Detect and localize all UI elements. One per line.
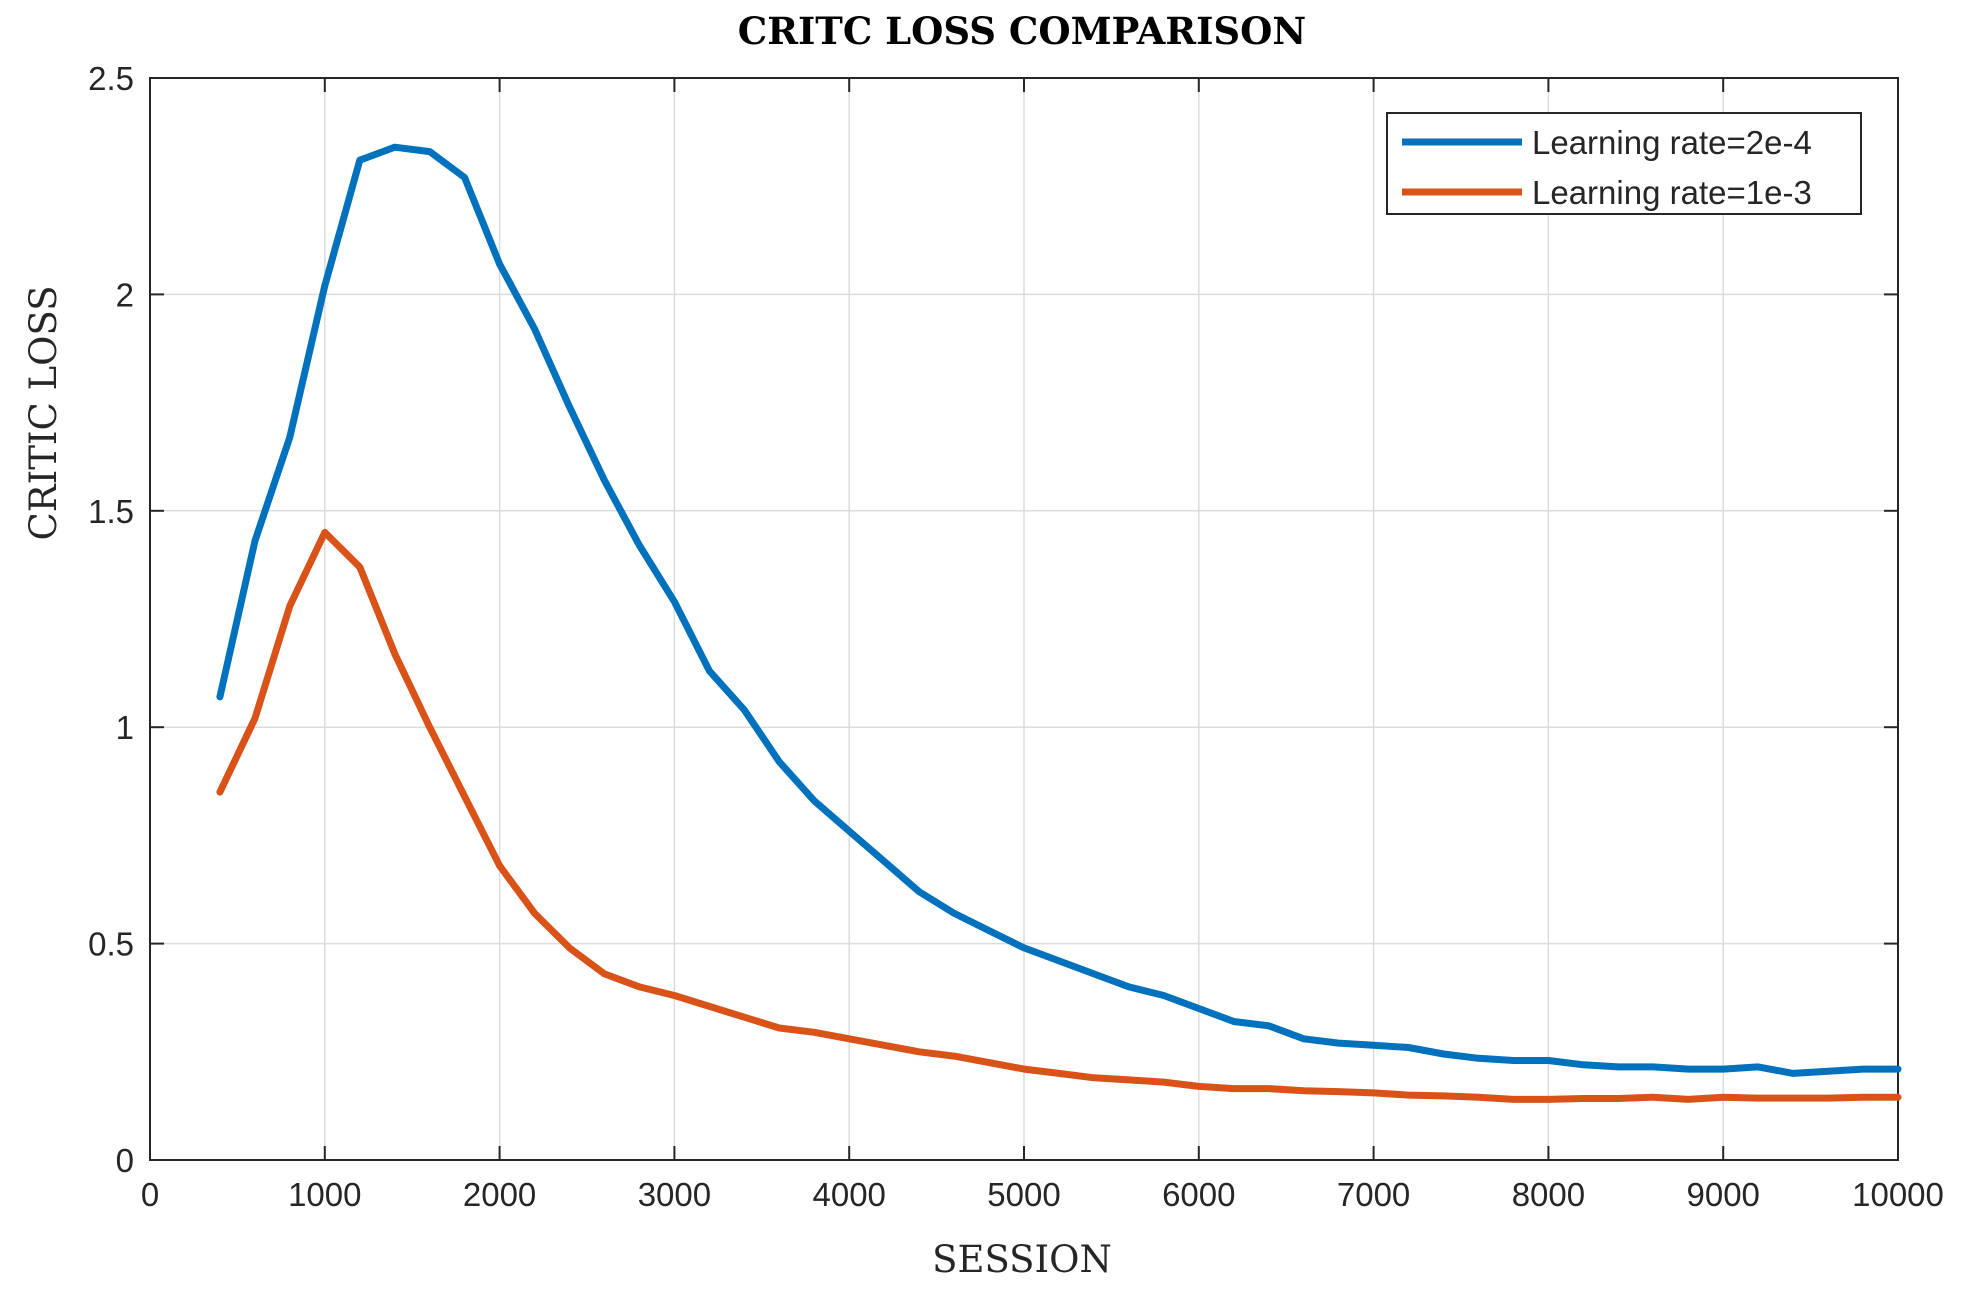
y-tick-label: 0.5 [88, 926, 134, 963]
x-tick-label: 2000 [463, 1176, 536, 1213]
series-line-2 [216, 528, 1902, 1103]
legend-label-1: Learning rate=2e-4 [1532, 124, 1812, 161]
y-tick-label: 1.5 [88, 493, 134, 530]
legend-box [1386, 112, 1862, 215]
y-tick-label: 2.5 [88, 60, 134, 97]
series-lines [216, 143, 1902, 1103]
ticks: 0 1000 2000 3000 4000 5000 6000 7000 8000 9000 100… [88, 60, 1944, 1213]
chart-title: CRITC LOSS COMPARISON [738, 9, 1306, 53]
x-tick-label: 7000 [1337, 1176, 1410, 1213]
legend-label-2: Learning rate=1e-3 [1532, 174, 1812, 211]
x-tick-label: 9000 [1686, 1176, 1759, 1213]
x-axis-label: SESSION [932, 1238, 1112, 1281]
x-tick-label: 8000 [1512, 1176, 1585, 1213]
x-tick-label: 3000 [638, 1176, 711, 1213]
x-tick-label: 5000 [987, 1176, 1060, 1213]
x-tick-label: 1000 [288, 1176, 361, 1213]
legend: Learning rate=2e-4 Learning rate=1e-3 [1386, 112, 1862, 215]
y-tick-label: 2 [116, 276, 134, 313]
x-tick-label: 10000 [1852, 1176, 1944, 1213]
x-tick-label: 4000 [812, 1176, 885, 1213]
y-tick-label: 1 [116, 709, 134, 746]
x-tick-label: 0 [141, 1176, 159, 1213]
series-line-1 [216, 143, 1902, 1077]
y-axis-label: CRITIC LOSS [22, 285, 65, 540]
y-tick-label: 0 [116, 1142, 134, 1179]
x-tick-label: 6000 [1162, 1176, 1235, 1213]
